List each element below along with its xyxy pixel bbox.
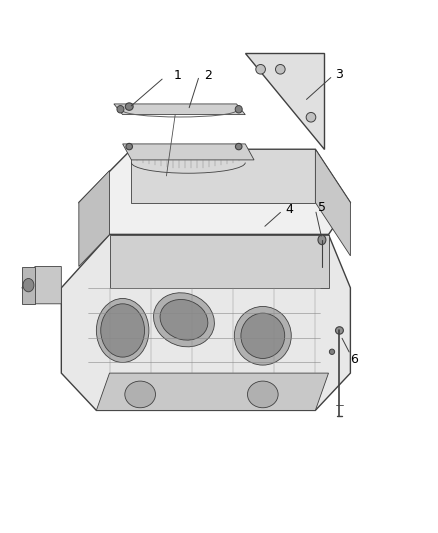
Text: 2: 2 [204, 69, 212, 82]
Ellipse shape [235, 106, 242, 113]
Ellipse shape [126, 143, 132, 150]
Ellipse shape [329, 349, 335, 354]
Polygon shape [96, 373, 328, 410]
Polygon shape [131, 149, 315, 203]
Ellipse shape [247, 381, 278, 408]
Polygon shape [123, 144, 254, 160]
Text: 6: 6 [350, 353, 358, 366]
Ellipse shape [318, 235, 326, 245]
Ellipse shape [336, 327, 343, 334]
Ellipse shape [241, 313, 285, 358]
Ellipse shape [125, 381, 155, 408]
Text: 3: 3 [336, 68, 343, 81]
Ellipse shape [234, 306, 291, 365]
Ellipse shape [256, 64, 265, 74]
Ellipse shape [101, 304, 145, 357]
Polygon shape [61, 235, 350, 410]
Ellipse shape [306, 112, 316, 122]
Polygon shape [114, 104, 245, 115]
Polygon shape [110, 235, 328, 288]
Ellipse shape [236, 143, 242, 150]
Ellipse shape [160, 300, 208, 340]
Ellipse shape [23, 278, 34, 292]
Polygon shape [315, 149, 350, 256]
Ellipse shape [96, 298, 149, 362]
Ellipse shape [117, 106, 124, 113]
Ellipse shape [276, 64, 285, 74]
Polygon shape [79, 149, 350, 235]
Polygon shape [22, 266, 61, 304]
Text: 5: 5 [318, 201, 326, 214]
Polygon shape [22, 266, 35, 304]
Polygon shape [79, 171, 110, 266]
Ellipse shape [154, 293, 214, 347]
Text: 4: 4 [285, 203, 293, 216]
Polygon shape [245, 53, 324, 149]
Text: 1: 1 [173, 69, 181, 82]
Ellipse shape [125, 103, 133, 110]
